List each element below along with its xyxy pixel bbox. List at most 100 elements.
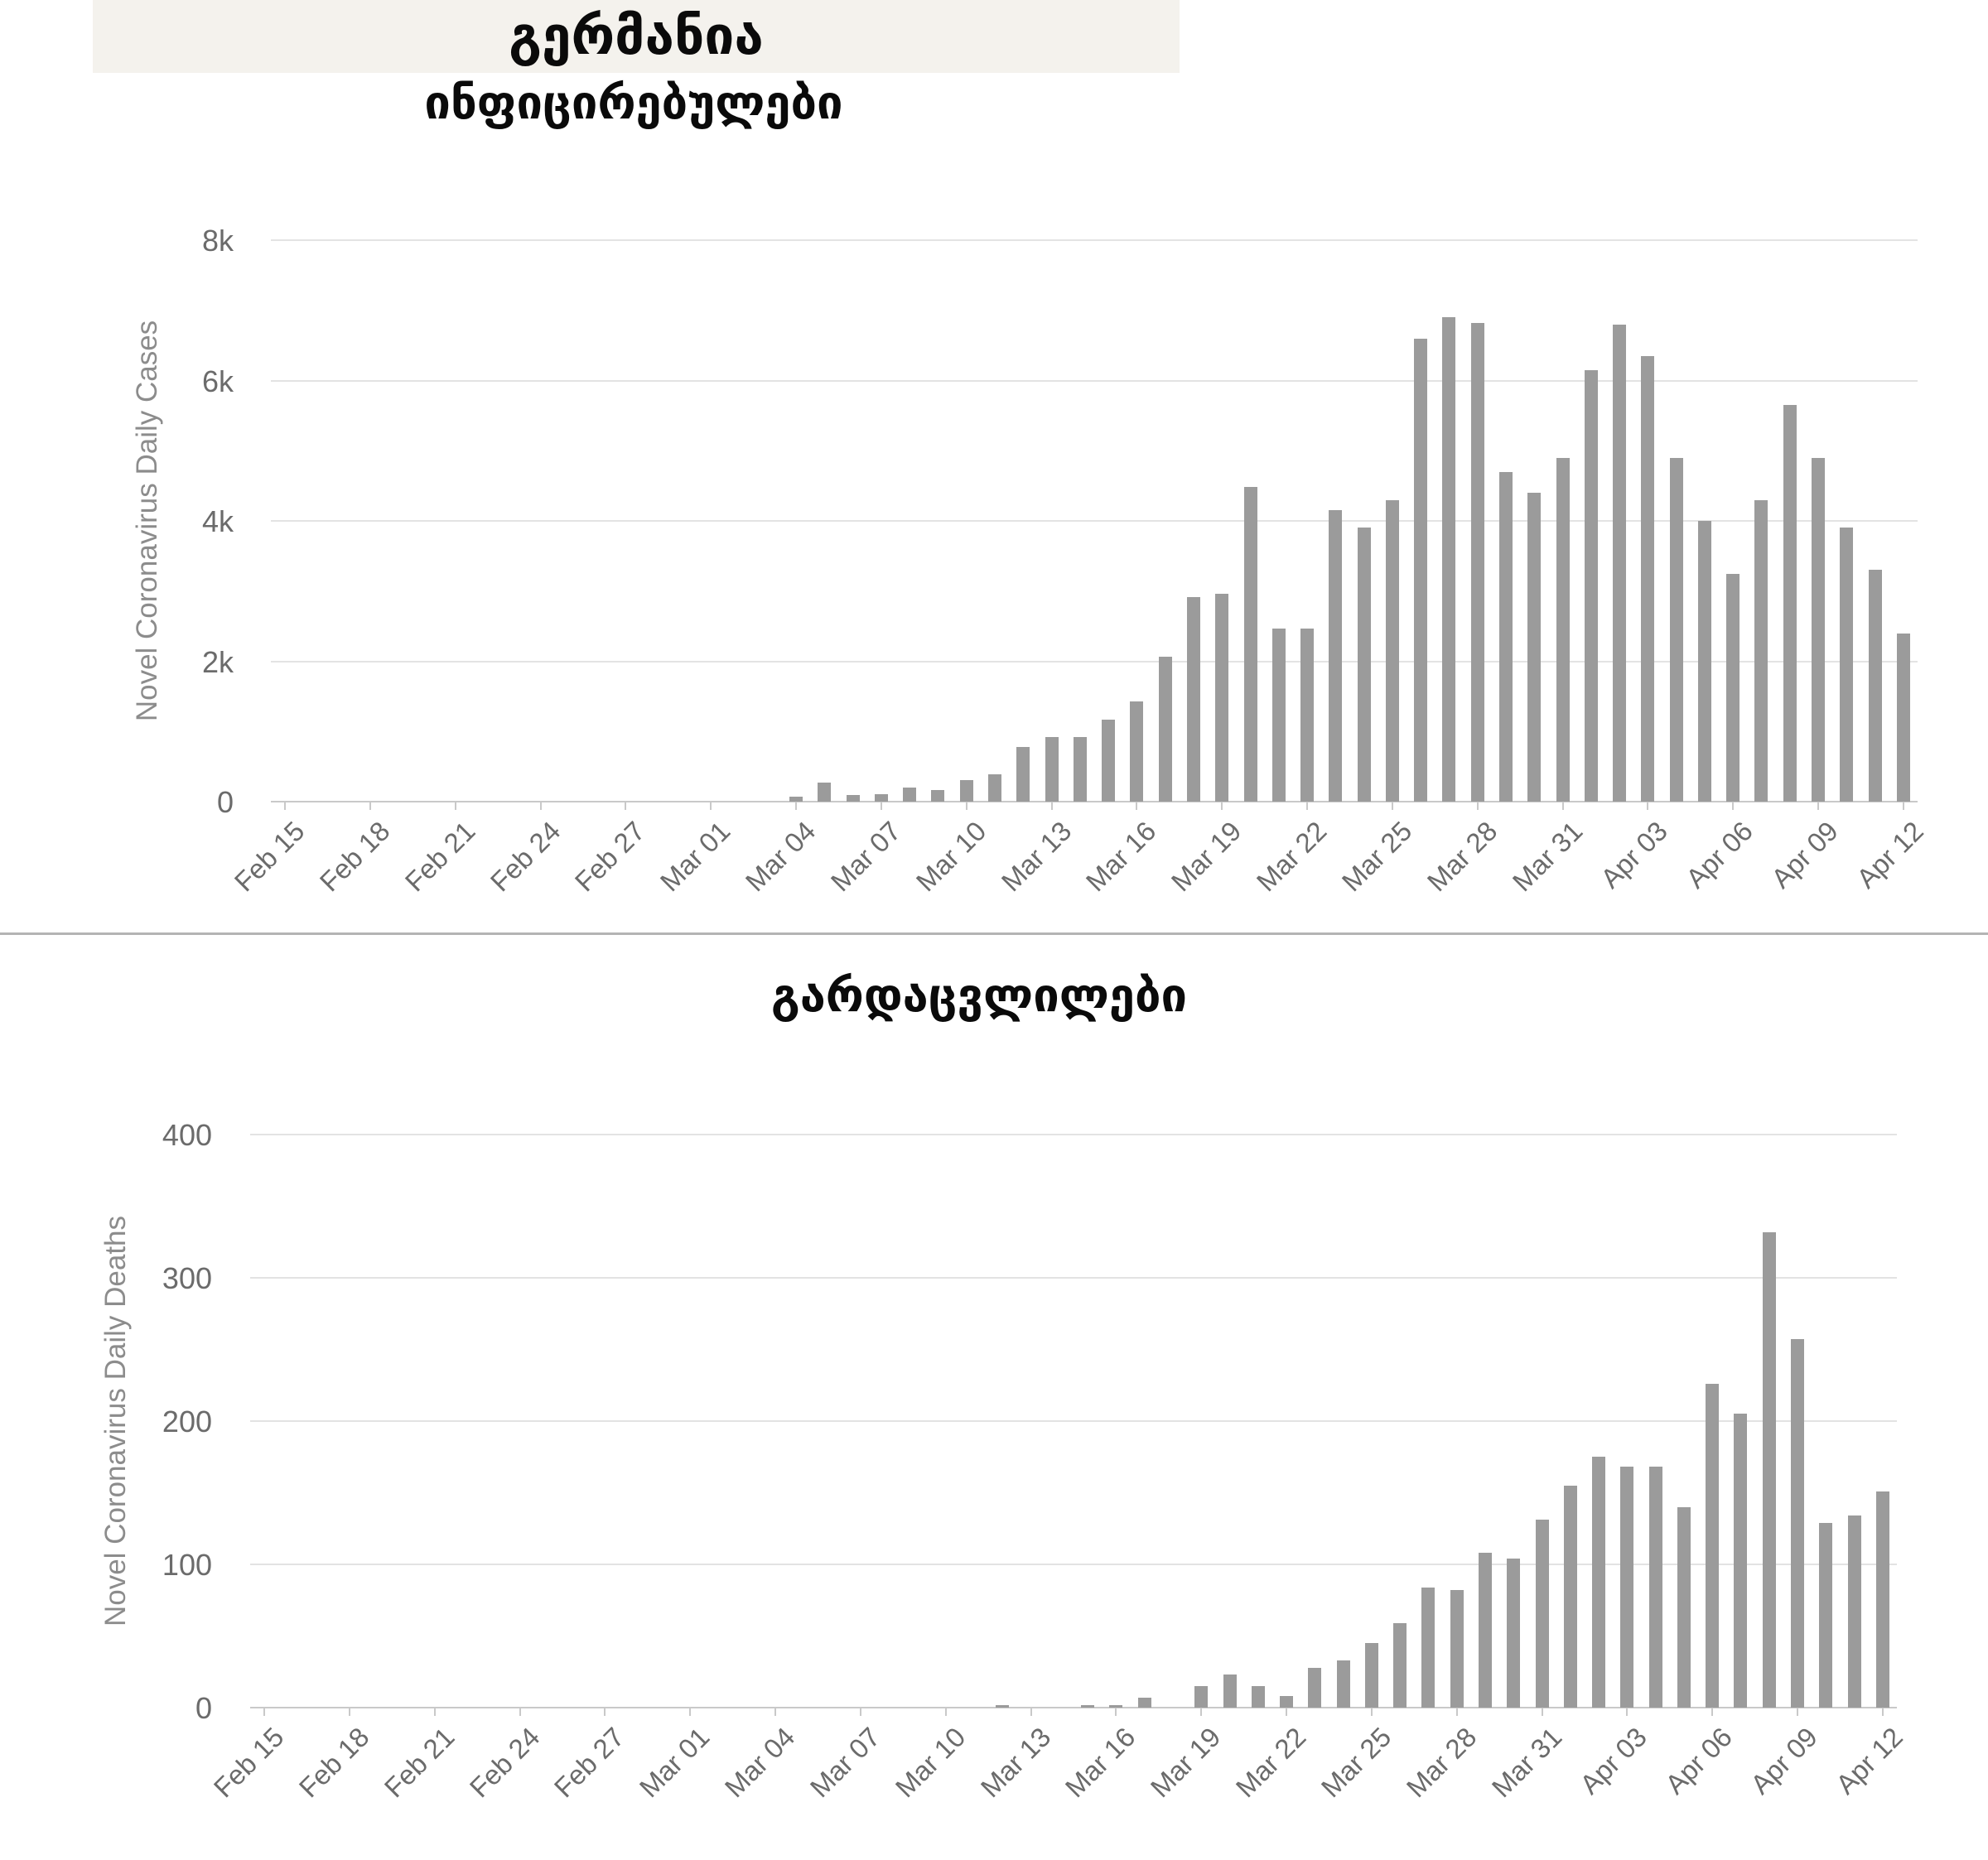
x-tick-mark	[625, 802, 626, 810]
deaths-chart-title: გარდაცვლილები	[770, 969, 1188, 1023]
title-strip: გერმანია	[93, 0, 1180, 73]
bar	[1074, 737, 1087, 802]
x-tick-label: Mar 10	[889, 1721, 972, 1804]
bar	[1337, 1660, 1350, 1708]
x-tick-mark	[349, 1708, 350, 1716]
y-tick-label: 0	[216, 785, 234, 819]
x-tick-mark	[1371, 1708, 1373, 1716]
bar	[1783, 405, 1797, 802]
x-tick-label: Mar 04	[718, 1721, 801, 1804]
x-tick-mark	[966, 802, 967, 810]
x-tick-mark	[1456, 1708, 1458, 1716]
bar	[1358, 528, 1371, 802]
x-tick-label: Apr 09	[1744, 1721, 1823, 1800]
y-axis-label: Novel Coronavirus Daily Cases	[131, 320, 163, 722]
bar	[1754, 500, 1768, 802]
bar	[1791, 1339, 1804, 1708]
x-tick-mark	[795, 802, 797, 810]
bar	[988, 774, 1001, 802]
bar	[1081, 1705, 1094, 1708]
bar	[1471, 323, 1484, 802]
x-tick-label: Mar 31	[1485, 1721, 1568, 1804]
x-tick-mark	[1903, 802, 1904, 810]
bar	[1479, 1553, 1492, 1708]
x-tick-mark	[1286, 1708, 1287, 1716]
x-tick-mark	[1626, 1708, 1628, 1716]
x-tick-label: Feb 27	[568, 815, 651, 898]
x-tick-label: Apr 12	[1829, 1721, 1908, 1800]
x-tick-mark	[1115, 1708, 1117, 1716]
bar	[1819, 1523, 1832, 1708]
bar	[1300, 629, 1314, 802]
bar	[1365, 1643, 1378, 1708]
bar	[818, 783, 831, 802]
bar	[1620, 1467, 1633, 1708]
x-tick-mark	[604, 1708, 606, 1716]
gridline	[250, 1564, 1897, 1565]
bar	[1536, 1520, 1549, 1708]
x-tick-mark	[1051, 802, 1053, 810]
x-tick-mark	[1647, 802, 1648, 810]
x-tick-mark	[945, 1708, 947, 1716]
x-tick-label: Mar 13	[995, 815, 1078, 898]
x-tick-mark	[1306, 802, 1308, 810]
x-tick-label: Feb 27	[548, 1721, 630, 1804]
x-tick-mark	[1542, 1708, 1543, 1716]
x-tick-label: Mar 25	[1335, 815, 1418, 898]
bar	[1130, 701, 1143, 802]
bar	[1187, 597, 1200, 802]
x-tick-label: Mar 10	[910, 815, 992, 898]
bar	[1280, 1696, 1293, 1708]
x-tick-label: Feb 18	[313, 815, 396, 898]
bar	[903, 788, 916, 802]
x-tick-label: Mar 04	[739, 815, 822, 898]
x-tick-mark	[369, 802, 371, 810]
bar	[1507, 1559, 1520, 1708]
x-tick-mark	[689, 1708, 691, 1716]
bar	[1386, 500, 1399, 802]
bar	[1499, 472, 1513, 802]
x-tick-mark	[1030, 1708, 1032, 1716]
x-tick-mark	[710, 802, 712, 810]
x-tick-mark	[1477, 802, 1479, 810]
bar	[1159, 657, 1172, 802]
page-title: გერმანია	[509, 6, 764, 67]
bar	[1706, 1384, 1719, 1708]
x-tick-label: Mar 19	[1144, 1721, 1227, 1804]
x-axis-line	[271, 801, 1918, 802]
bar	[1869, 570, 1882, 802]
bar	[996, 1705, 1009, 1708]
bar	[1045, 737, 1059, 802]
bar	[1308, 1668, 1321, 1708]
x-tick-mark	[284, 802, 286, 810]
cases-chart-title: ინფიცირებულები	[424, 76, 843, 130]
gridline	[250, 1134, 1897, 1135]
bar	[1848, 1515, 1861, 1708]
x-tick-mark	[1562, 802, 1564, 810]
x-tick-label: Apr 09	[1764, 815, 1844, 894]
bar	[1272, 629, 1286, 802]
x-tick-mark	[1136, 802, 1137, 810]
bar	[875, 794, 888, 802]
bar	[1564, 1486, 1577, 1708]
x-tick-label: Mar 22	[1229, 1721, 1312, 1804]
bar	[1613, 325, 1626, 802]
x-tick-label: Apr 12	[1850, 815, 1929, 894]
bar	[1138, 1698, 1151, 1708]
x-tick-mark	[455, 802, 456, 810]
gridline	[271, 661, 1918, 663]
bar	[1215, 594, 1228, 802]
bar	[1450, 1590, 1464, 1708]
gridline	[271, 520, 1918, 522]
y-axis-label: Novel Coronavirus Daily Deaths	[99, 1215, 132, 1627]
bar	[1252, 1686, 1265, 1708]
x-tick-label: Mar 16	[1079, 815, 1162, 898]
y-tick-label: 4k	[201, 504, 234, 538]
x-tick-label: Mar 01	[654, 815, 736, 898]
x-tick-mark	[1221, 802, 1223, 810]
bar	[960, 780, 973, 802]
x-tick-label: Mar 28	[1421, 815, 1503, 898]
x-tick-mark	[263, 1708, 265, 1716]
x-tick-label: Apr 03	[1573, 1721, 1653, 1800]
